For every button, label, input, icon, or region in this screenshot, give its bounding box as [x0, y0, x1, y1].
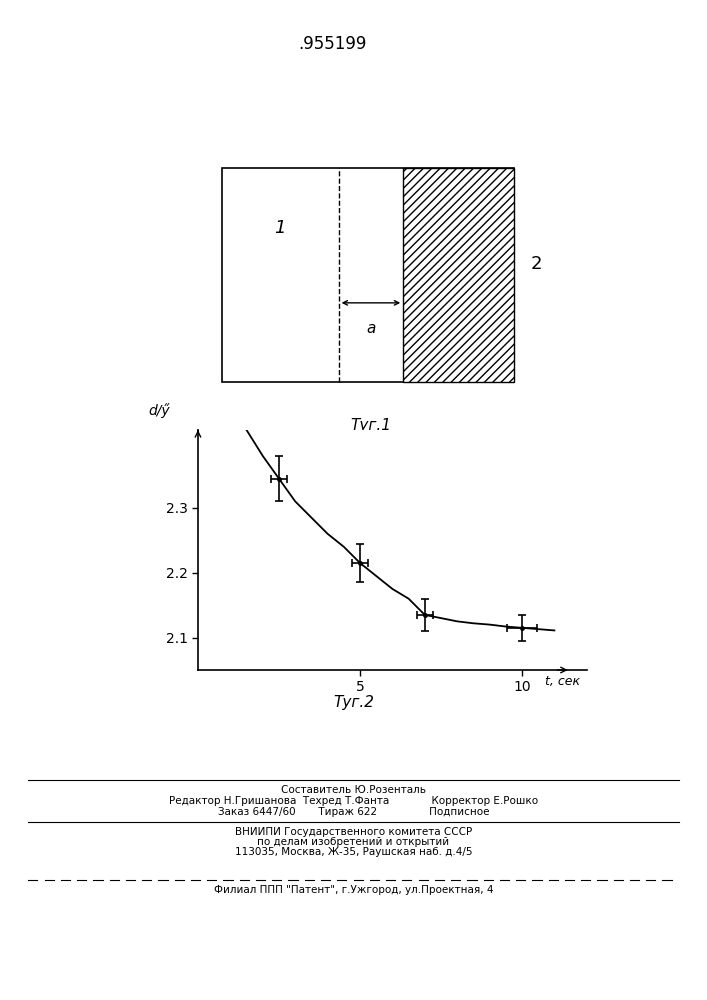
Text: t, сек: t, сек [545, 675, 580, 688]
Text: Филиал ППП "Патент", г.Ужгород, ул.Проектная, 4: Филиал ППП "Патент", г.Ужгород, ул.Проек… [214, 885, 493, 895]
Text: ВНИИПИ Государственного комитета СССР: ВНИИПИ Государственного комитета СССР [235, 827, 472, 837]
Bar [403, 168, 515, 382]
Bar [222, 168, 515, 382]
Text: Составитель Ю.Розенталь: Составитель Ю.Розенталь [281, 785, 426, 795]
Text: .955199: .955199 [298, 35, 366, 53]
Text: Заказ 6447/60       Тираж 622                Подписное: Заказ 6447/60 Тираж 622 Подписное [218, 807, 489, 817]
Text: по делам изобретений и открытий: по делам изобретений и открытий [257, 837, 450, 847]
Text: Τуг.1: Τуг.1 [351, 418, 392, 433]
Text: Τуг.2: Τуг.2 [333, 695, 374, 710]
Y-axis label: d/ӳ: d/ӳ [148, 403, 170, 418]
Text: 1: 1 [274, 219, 286, 237]
Text: a: a [366, 321, 375, 336]
Text: Редактор Н.Гришанова  Техред Т.Фанта             Корректор Е.Рошко: Редактор Н.Гришанова Техред Т.Фанта Корр… [169, 796, 538, 806]
Text: 2: 2 [530, 255, 542, 273]
Text: 113035, Москва, Ж-35, Раушская наб. д.4/5: 113035, Москва, Ж-35, Раушская наб. д.4/… [235, 847, 472, 857]
